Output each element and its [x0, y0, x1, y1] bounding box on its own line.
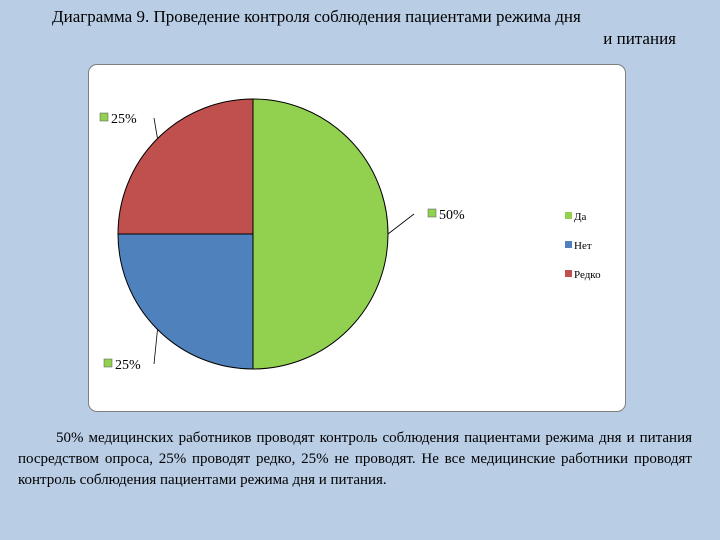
leader-line-3 — [153, 117, 158, 139]
pie-slice-2 — [117, 233, 254, 370]
data-label-2: 25% — [115, 358, 141, 373]
legend-label-2: Нет — [574, 240, 592, 252]
caption-paragraph: 50% медицинских работников проводят конт… — [18, 430, 692, 488]
pie-slice-1 — [252, 98, 389, 370]
legend-swatch-2 — [565, 241, 572, 248]
pie-slice-3 — [117, 98, 254, 235]
data-label-key-1 — [427, 208, 437, 218]
legend-label-3: Редко — [574, 269, 601, 281]
leader-line-1 — [387, 213, 415, 235]
legend-swatch-3 — [565, 270, 572, 277]
data-label-key-2 — [103, 358, 113, 368]
chart-title: Диаграмма 9. Проведение контроля соблюде… — [40, 6, 680, 50]
leader-line-2 — [153, 329, 158, 365]
legend-swatch-1 — [565, 212, 572, 219]
title-line-1: Диаграмма 9. Проведение контроля соблюде… — [52, 7, 581, 26]
data-label-key-3 — [99, 112, 109, 122]
data-label-3: 25% — [111, 112, 137, 127]
legend-label-1: Да — [574, 211, 587, 223]
title-line-2: и питания — [603, 29, 676, 48]
data-label-1: 50% — [439, 208, 465, 223]
